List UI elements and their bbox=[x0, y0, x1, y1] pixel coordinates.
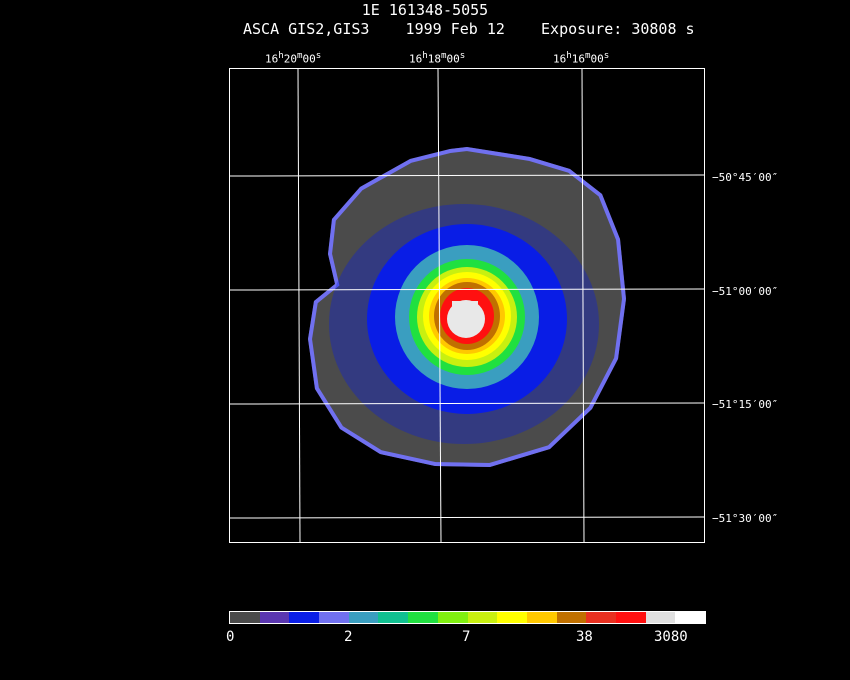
colorbar-swatch-8 bbox=[437, 612, 468, 623]
observation-subtitle: ASCA GIS2,GIS3 1999 Feb 12 Exposure: 308… bbox=[243, 20, 695, 38]
ra-label-2: 16h18m00s bbox=[409, 50, 466, 66]
colorbar-swatch-12 bbox=[556, 612, 587, 623]
colorbar-tick-5: 3080 bbox=[654, 629, 688, 645]
dec-label-2: −51°00′00″ bbox=[712, 285, 779, 298]
colorbar-swatch-3 bbox=[289, 612, 320, 623]
dec-label-1: −50°45′00″ bbox=[712, 171, 779, 184]
colorbar-swatch-13 bbox=[586, 612, 616, 623]
dec-label-3: −51°15′00″ bbox=[712, 398, 779, 411]
colorbar-swatch-5 bbox=[348, 612, 379, 623]
colorbar-swatch-7 bbox=[408, 612, 438, 623]
dec-label-4: −51°30′00″ bbox=[712, 512, 779, 525]
colorbar-swatch-4 bbox=[319, 612, 349, 623]
colorbar-swatch-9 bbox=[467, 612, 498, 623]
colorbar-swatch-15 bbox=[645, 612, 676, 623]
colorbar-tick-2: 2 bbox=[344, 629, 353, 645]
ra-label-3: 16h16m00s bbox=[553, 50, 610, 66]
colorbar-tick-3: 7 bbox=[462, 629, 471, 645]
colorbar-swatch-16 bbox=[675, 612, 705, 623]
xray-image-frame bbox=[229, 68, 705, 543]
colorbar-swatch-6 bbox=[378, 612, 409, 623]
peak-block bbox=[452, 301, 478, 319]
image-title: 1E 161348-5055 bbox=[361, 1, 489, 19]
colorbar-tick-4: 38 bbox=[576, 629, 593, 645]
colorbar-swatch-2 bbox=[259, 612, 290, 623]
coordinate-grid bbox=[229, 68, 705, 543]
edge-rim bbox=[308, 147, 626, 467]
colorbar-swatch-14 bbox=[615, 612, 646, 623]
colorbar-swatch-11 bbox=[526, 612, 557, 623]
colorbar-swatch-1 bbox=[230, 612, 260, 623]
xray-image bbox=[229, 68, 705, 543]
colorbar bbox=[229, 611, 706, 624]
ra-label-1: 16h20m00s bbox=[265, 50, 322, 66]
colorbar-tick-1: 0 bbox=[226, 629, 235, 645]
colorbar-swatch-10 bbox=[497, 612, 527, 623]
